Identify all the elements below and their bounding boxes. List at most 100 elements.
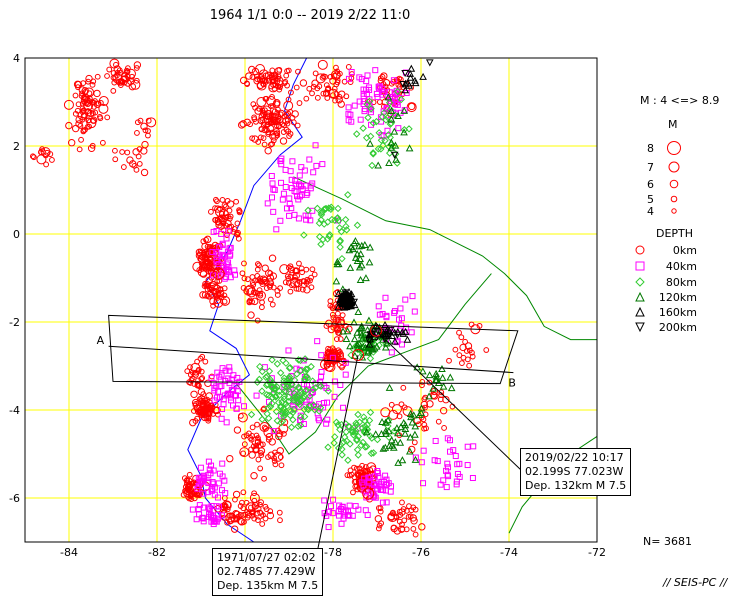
quake-0km — [128, 82, 137, 91]
quake-0km — [239, 447, 250, 458]
legend-depth-title: DEPTH — [656, 227, 693, 240]
quake-80km — [330, 439, 338, 447]
quake-40km — [316, 417, 323, 424]
quake-0km — [87, 144, 96, 152]
quake-0km — [274, 78, 281, 85]
quake-0km — [248, 65, 256, 74]
legend-magnitude-label: 6 — [647, 178, 654, 191]
quake-160km — [403, 335, 412, 343]
quake-120km — [429, 384, 437, 392]
quake-80km — [306, 392, 314, 400]
quake-80km — [333, 214, 341, 223]
quake-40km — [456, 473, 463, 480]
quake-80km — [346, 440, 354, 448]
quake-0km — [116, 78, 124, 86]
quake-40km — [326, 508, 333, 515]
quake-0km — [401, 517, 408, 524]
quake-40km — [363, 78, 370, 85]
quake-0km — [112, 156, 119, 163]
quake-0km — [75, 101, 82, 108]
quake-0km — [268, 254, 277, 262]
quake-40km — [269, 194, 276, 201]
quake-0km — [293, 84, 300, 91]
quake-0km — [240, 489, 247, 496]
quake-40km — [390, 77, 397, 84]
quake-0km — [93, 89, 101, 98]
section-start-label: A — [97, 334, 105, 347]
quake-0km — [274, 292, 281, 298]
legend-depth-label: 120km — [659, 291, 697, 304]
quake-0km — [400, 384, 407, 391]
quake-0km — [219, 502, 228, 511]
quake-80km — [342, 428, 350, 436]
quake-0km — [391, 404, 402, 415]
quake-160km — [406, 69, 415, 77]
legend-depth-label: 160km — [659, 306, 697, 319]
quake-0km — [104, 114, 111, 121]
quake-120km — [439, 382, 448, 390]
quake-0km — [405, 513, 412, 520]
quake-0km — [288, 282, 295, 289]
quake-0km — [219, 211, 225, 217]
quake-0km — [238, 518, 246, 526]
quake-40km — [193, 516, 200, 523]
legend-depth-symbol — [635, 291, 645, 302]
quake-0km — [212, 401, 219, 408]
quake-40km — [331, 393, 338, 400]
quake-40km — [391, 309, 398, 316]
quake-0km — [261, 105, 272, 116]
quake-40km — [295, 215, 302, 222]
quake-120km — [400, 128, 408, 136]
quake-160km — [398, 328, 407, 336]
quake-0km — [449, 403, 456, 410]
quake-40km — [198, 478, 205, 485]
quake-40km — [360, 93, 367, 100]
y-tick-label: 4 — [13, 52, 20, 65]
quake-40km — [220, 251, 227, 258]
quake-0km — [298, 265, 305, 272]
quake-40km — [226, 367, 233, 374]
quake-80km — [280, 412, 288, 421]
quake-40km — [278, 161, 285, 168]
quake-0km — [208, 280, 219, 291]
quake-0km — [276, 509, 283, 516]
legend-magnitude-symbol — [668, 161, 680, 173]
quake-80km — [297, 387, 305, 396]
quake-0km — [284, 273, 291, 280]
quake-80km — [272, 407, 281, 416]
quake-0km — [466, 347, 473, 354]
quake-40km — [361, 108, 368, 115]
quake-0km — [85, 117, 92, 124]
quake-0km — [183, 487, 192, 495]
quake-0km — [277, 517, 283, 524]
quake-40km — [383, 104, 390, 111]
quake-40km — [391, 308, 398, 315]
quake-0km — [259, 441, 266, 448]
quake-40km — [223, 419, 230, 426]
quake-120km — [425, 371, 434, 379]
quake-0km — [299, 79, 308, 87]
quake-40km — [286, 212, 293, 219]
quake-40km — [358, 76, 365, 83]
quake-40km — [279, 196, 286, 203]
quake-0km — [269, 301, 276, 308]
quake-120km — [354, 307, 363, 315]
quake-80km — [374, 145, 383, 153]
quake-0km — [259, 521, 266, 527]
quake-0km — [339, 364, 345, 371]
quake-40km — [303, 191, 310, 198]
quake-0km — [239, 120, 247, 128]
quake-0km — [329, 311, 336, 318]
event-2019-depth-mag: Dep. 132km M 7.5 — [525, 479, 627, 492]
quake-80km — [338, 254, 346, 263]
quake-40km — [232, 271, 239, 278]
quake-80km — [357, 441, 365, 450]
quake-120km — [377, 429, 386, 438]
quake-80km — [258, 387, 266, 395]
quake-40km — [309, 207, 316, 214]
quake-0km — [270, 114, 277, 120]
quake-120km — [413, 363, 422, 371]
quake-40km — [240, 403, 247, 410]
quake-40km — [194, 485, 201, 492]
quake-80km — [332, 418, 341, 426]
